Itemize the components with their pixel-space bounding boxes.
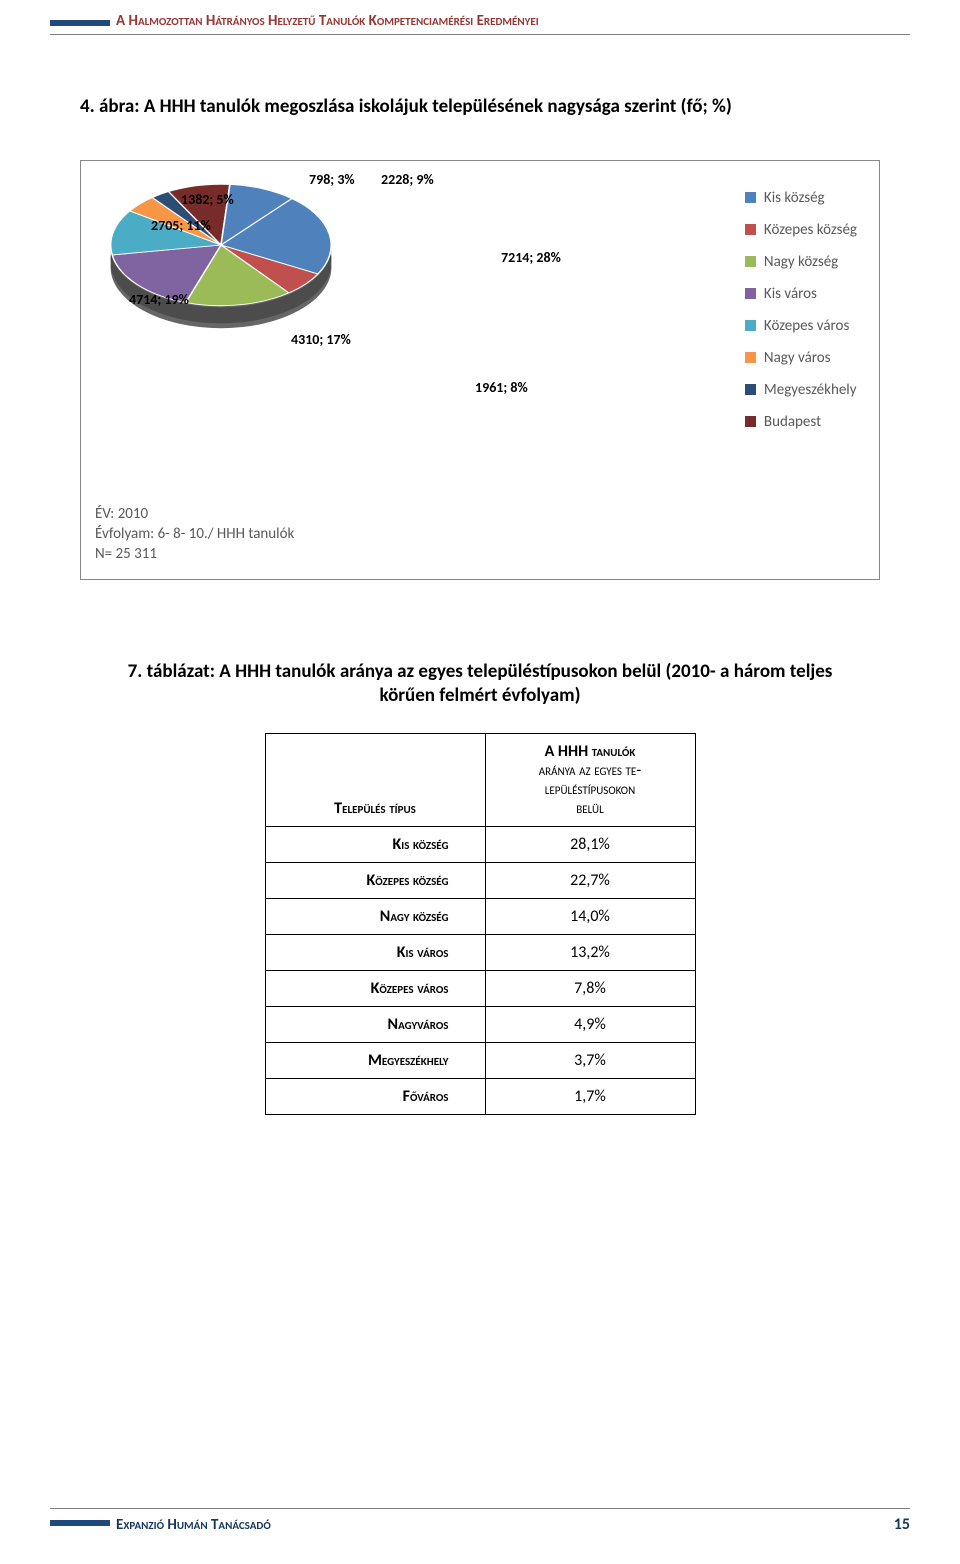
pie-chart: 7214; 28% 1961; 8% 4310; 17% 4714; 19% 2… bbox=[80, 160, 880, 580]
legend-label: Közepes község bbox=[764, 221, 857, 239]
th-line: aránya az egyes te- bbox=[504, 761, 677, 780]
swatch-icon bbox=[745, 224, 756, 235]
table-row: Megyeszékhely3,7% bbox=[265, 1043, 695, 1079]
table-row: Főváros1,7% bbox=[265, 1079, 695, 1115]
row-label: Megyeszékhely bbox=[265, 1043, 485, 1079]
row-value: 7,8% bbox=[485, 971, 695, 1007]
row-label: Közepes község bbox=[265, 863, 485, 899]
row-label: Kis község bbox=[265, 827, 485, 863]
legend-label: Kis község bbox=[764, 189, 825, 207]
legend-item: Közepes község bbox=[745, 221, 857, 239]
legend-item: Budapest bbox=[745, 413, 857, 431]
row-label: Közepes város bbox=[265, 971, 485, 1007]
pie-label-nagy-varos: 1382; 5% bbox=[181, 191, 234, 208]
chart-caption: ÉV: 2010 Évfolyam: 6- 8- 10./ HHH tanuló… bbox=[95, 504, 294, 565]
row-value: 13,2% bbox=[485, 935, 695, 971]
footer-row: Expanzió Humán Tanácsadó 15 bbox=[50, 1515, 910, 1534]
row-label: Kis város bbox=[265, 935, 485, 971]
row-label: Főváros bbox=[265, 1079, 485, 1115]
footer-rule bbox=[50, 1508, 910, 1509]
pie-label-kozepes-varos: 2705; 11% bbox=[151, 217, 211, 234]
legend-item: Nagy város bbox=[745, 349, 857, 367]
row-label: Nagy község bbox=[265, 899, 485, 935]
swatch-icon bbox=[745, 288, 756, 299]
th-line: A HHH tanulók bbox=[504, 742, 677, 761]
footer-page-number: 15 bbox=[894, 1515, 910, 1534]
legend-label: Közepes város bbox=[764, 317, 849, 335]
pie-label-kis-varos: 4714; 19% bbox=[129, 291, 189, 308]
legend-item: Kis város bbox=[745, 285, 857, 303]
table-title: 7. táblázat: A HHH tanulók aránya az egy… bbox=[100, 660, 860, 709]
data-table: Település típus A HHH tanulók aránya az … bbox=[265, 733, 696, 1115]
table-row: Nagyváros4,9% bbox=[265, 1007, 695, 1043]
row-value: 22,7% bbox=[485, 863, 695, 899]
row-value: 1,7% bbox=[485, 1079, 695, 1115]
legend-label: Nagy község bbox=[764, 253, 838, 271]
row-label: Nagyváros bbox=[265, 1007, 485, 1043]
swatch-icon bbox=[745, 256, 756, 267]
table-row: Kis város13,2% bbox=[265, 935, 695, 971]
page-header: A Halmozottan Hátrányos Helyzetű Tanulók… bbox=[0, 0, 960, 30]
row-value: 3,7% bbox=[485, 1043, 695, 1079]
pie-label-kis-kozseg: 7214; 28% bbox=[501, 249, 561, 266]
th-line: lepüléstípusokon bbox=[504, 780, 677, 799]
pie-label-nagy-kozseg: 4310; 17% bbox=[291, 331, 351, 348]
swatch-icon bbox=[745, 416, 756, 427]
swatch-icon bbox=[745, 352, 756, 363]
header-accent-bar bbox=[50, 20, 110, 26]
footer-accent-bar bbox=[50, 1520, 110, 1526]
table-row: Kis község28,1% bbox=[265, 827, 695, 863]
row-value: 14,0% bbox=[485, 899, 695, 935]
table-row: Közepes város7,8% bbox=[265, 971, 695, 1007]
legend-item: Kis község bbox=[745, 189, 857, 207]
row-value: 4,9% bbox=[485, 1007, 695, 1043]
footer-text: Expanzió Humán Tanácsadó bbox=[116, 1516, 894, 1534]
table-row: Nagy község14,0% bbox=[265, 899, 695, 935]
legend-item: Közepes város bbox=[745, 317, 857, 335]
table-header-right: A HHH tanulók aránya az egyes te- lepülé… bbox=[485, 734, 695, 827]
chart-legend: Kis község Közepes község Nagy község Ki… bbox=[745, 189, 857, 445]
legend-label: Nagy város bbox=[764, 349, 831, 367]
chart-title: 4. ábra: A HHH tanulók megoszlása iskolá… bbox=[80, 95, 880, 120]
table-row: Közepes község22,7% bbox=[265, 863, 695, 899]
content-area: 4. ábra: A HHH tanulók megoszlása iskolá… bbox=[0, 35, 960, 1115]
caption-line: Évfolyam: 6- 8- 10./ HHH tanulók bbox=[95, 524, 294, 544]
legend-item: Nagy község bbox=[745, 253, 857, 271]
caption-line: N= 25 311 bbox=[95, 544, 294, 564]
table-header-left: Település típus bbox=[265, 734, 485, 827]
swatch-icon bbox=[745, 192, 756, 203]
legend-label: Budapest bbox=[764, 413, 821, 431]
pie-label-kozepes-kozseg: 1961; 8% bbox=[475, 379, 528, 396]
table-header-row: Település típus A HHH tanulók aránya az … bbox=[265, 734, 695, 827]
caption-line: ÉV: 2010 bbox=[95, 504, 294, 524]
legend-label: Megyeszékhely bbox=[764, 381, 857, 399]
page-footer: Expanzió Humán Tanácsadó 15 bbox=[0, 1508, 960, 1534]
pie-label-megyeszekhely: 798; 3% bbox=[309, 171, 355, 188]
swatch-icon bbox=[745, 384, 756, 395]
legend-label: Kis város bbox=[764, 285, 817, 303]
pie-label-budapest: 2228; 9% bbox=[381, 171, 434, 188]
legend-item: Megyeszékhely bbox=[745, 381, 857, 399]
row-value: 28,1% bbox=[485, 827, 695, 863]
th-line: belül bbox=[504, 799, 677, 818]
swatch-icon bbox=[745, 320, 756, 331]
page-header-title: A Halmozottan Hátrányos Helyzetű Tanulók… bbox=[116, 12, 539, 30]
